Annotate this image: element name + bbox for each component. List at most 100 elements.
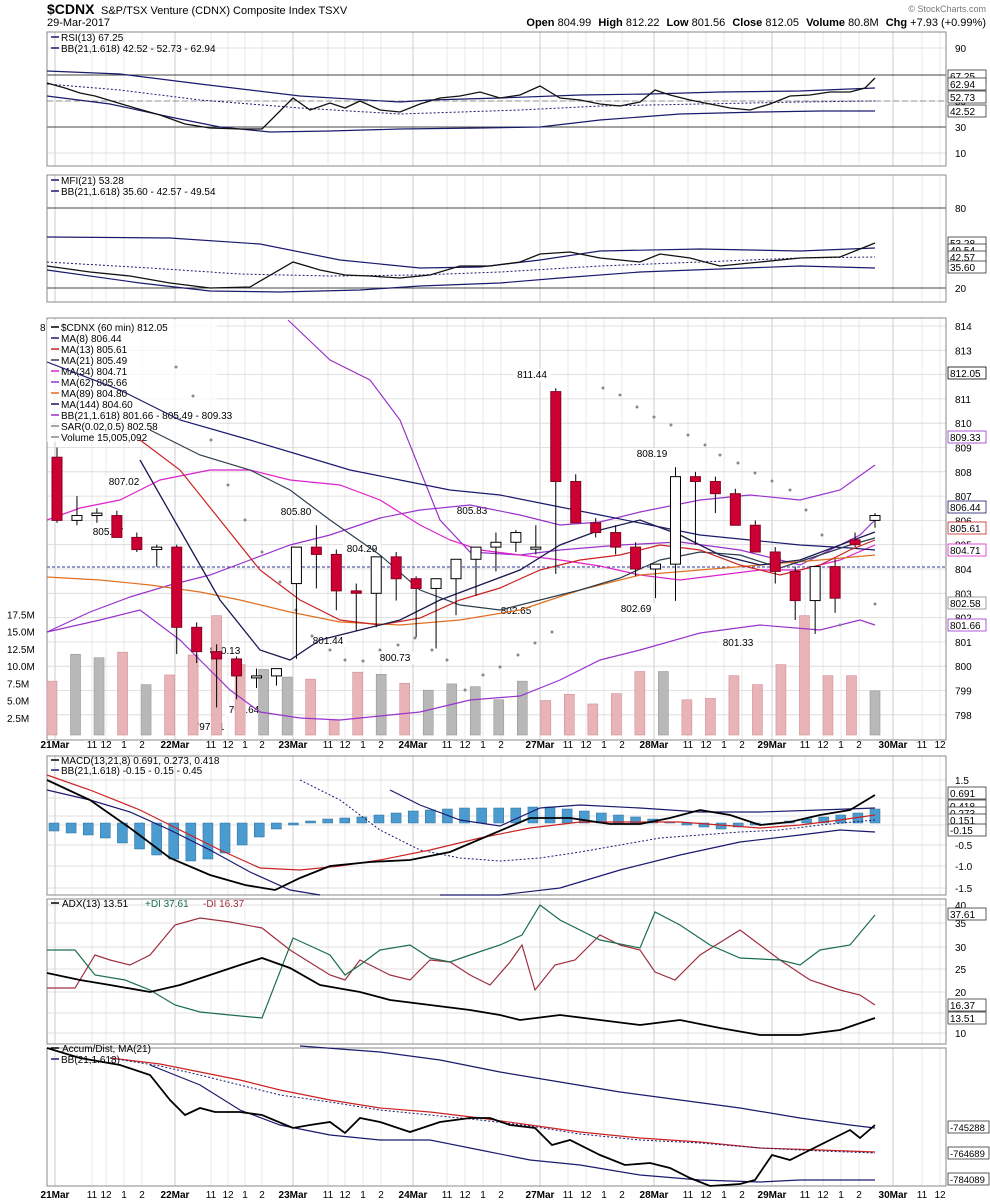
ad-legend: Accum/Dist, MA(21)	[62, 1044, 151, 1055]
x-tick-label: 28Mar	[640, 740, 669, 751]
ma34	[46, 469, 876, 581]
macd-bar	[65, 822, 77, 834]
price-tick: 814	[955, 322, 972, 333]
candle-body	[111, 515, 123, 538]
x-tick-label: 1	[601, 1190, 607, 1201]
rsi-badge-box	[947, 90, 987, 104]
macd-bb-mid	[299, 779, 876, 862]
rsi-badge-text: 67.25	[950, 72, 975, 83]
macd-tick: 1.5	[955, 776, 969, 787]
price-annotation-text: 802.69	[621, 604, 652, 615]
macd-line	[46, 779, 876, 891]
price-legend-entry: $CDNX (60 min) 812.05	[61, 323, 168, 334]
rsi-badge: 42.52	[947, 104, 987, 118]
mfi-bb-lower	[46, 265, 876, 293]
price-tick: 813	[955, 346, 972, 357]
x-tick-label: 11	[917, 740, 928, 751]
x-tick-label: 12	[700, 740, 712, 751]
macd-bar	[305, 820, 316, 824]
sar-dot	[703, 443, 707, 447]
candle-body	[550, 391, 562, 483]
price-tick: 811	[955, 395, 971, 406]
x-tick-label: 30Mar	[879, 1190, 908, 1201]
price-legend-entry: Volume 15,005,092	[61, 433, 148, 444]
macd-badge: 0.691	[947, 786, 987, 800]
x-tick-label: 2	[378, 740, 384, 751]
adx-tick: 10	[955, 1029, 967, 1040]
bb-mid-long	[287, 319, 876, 566]
candle-body	[769, 551, 781, 572]
x-tick-label: 1	[360, 740, 366, 751]
candle-body	[350, 590, 362, 594]
adx-badge: 13.51	[947, 1011, 987, 1025]
mfi-badge-text: 42.57	[950, 253, 975, 264]
mfi-badge: 35.60	[947, 260, 987, 274]
macd-tick: -1.0	[955, 862, 973, 873]
price-badge: 802.58	[947, 596, 987, 610]
rsi-line	[46, 77, 876, 130]
sar-dot	[343, 658, 347, 662]
symbol: $CDNX	[47, 1, 95, 17]
x-tick-label: 27Mar	[526, 740, 555, 751]
price-badge-text: 802.58	[950, 599, 981, 610]
x-tick-label: 1	[601, 740, 607, 751]
x-tick-label: 11	[323, 1190, 334, 1201]
sar-dot	[820, 533, 824, 537]
macd-bar	[527, 806, 539, 824]
volume-bar	[70, 653, 81, 736]
x-tick-label: 2	[498, 740, 504, 751]
adx-tick: 40	[955, 901, 967, 912]
macd-bar	[100, 822, 111, 839]
price-annotation-bg	[376, 652, 414, 664]
x-tick-label: 2	[139, 1190, 145, 1201]
volume-bar	[540, 700, 552, 736]
rsi-legend: RSI(13) 67.25	[61, 33, 124, 44]
price-badge: 809.33	[947, 430, 987, 444]
volume-tick: 15.0M	[7, 628, 35, 639]
price-badge: 801.66	[947, 618, 987, 632]
volume-bar	[46, 680, 58, 736]
macd-bar	[510, 807, 522, 824]
sar-dot	[361, 659, 365, 663]
price-tick: 809	[955, 444, 972, 455]
candle-body	[809, 566, 821, 602]
sar-dot	[243, 518, 247, 522]
ad-badge-box	[947, 1146, 990, 1160]
sar-dot	[669, 423, 673, 427]
volume-bar	[752, 684, 763, 736]
price-badge-box	[947, 430, 987, 444]
candle-body	[211, 651, 223, 660]
macd-bar	[82, 822, 94, 836]
price-annotation: 807.02	[105, 476, 143, 488]
sar-dot	[260, 550, 264, 554]
volume-bar	[469, 686, 481, 736]
x-tick-label: 12	[222, 1190, 234, 1201]
price-top-clip: 8	[40, 323, 46, 334]
volume-tick: 12.5M	[7, 645, 35, 656]
adx-badge: 16.37	[947, 998, 987, 1012]
volume-bar	[422, 689, 434, 736]
x-tick-label: 1	[721, 740, 727, 751]
price-badge: 812.05	[947, 366, 987, 380]
price-legend-entry: MA(21) 805.49	[61, 356, 128, 367]
x-tick-label: 21Mar	[41, 1190, 70, 1201]
macd-bar	[476, 807, 487, 824]
x-tick-label: 11	[442, 740, 453, 751]
macd-bar	[561, 808, 573, 824]
x-tick-label: 2	[739, 740, 745, 751]
x-tick-label: 11	[206, 1190, 217, 1201]
price-tick: 810	[955, 419, 972, 430]
rsi-badge: 62.94	[947, 77, 987, 91]
sar-dot	[753, 471, 757, 475]
macd-bar	[48, 822, 60, 832]
macd-bar	[493, 807, 504, 824]
rsi-badge-text: 52.73	[950, 93, 975, 104]
price-annotation-bg	[343, 543, 381, 555]
price-annotation-text: 800.73	[380, 653, 411, 664]
volume-bar	[705, 698, 716, 736]
candles	[51, 388, 881, 708]
candle-body	[749, 524, 761, 553]
rsi-bb-legend: BB(21,1.618) 42.52 - 52.73 - 62.94	[61, 44, 216, 55]
price-tick: 799	[955, 687, 972, 698]
